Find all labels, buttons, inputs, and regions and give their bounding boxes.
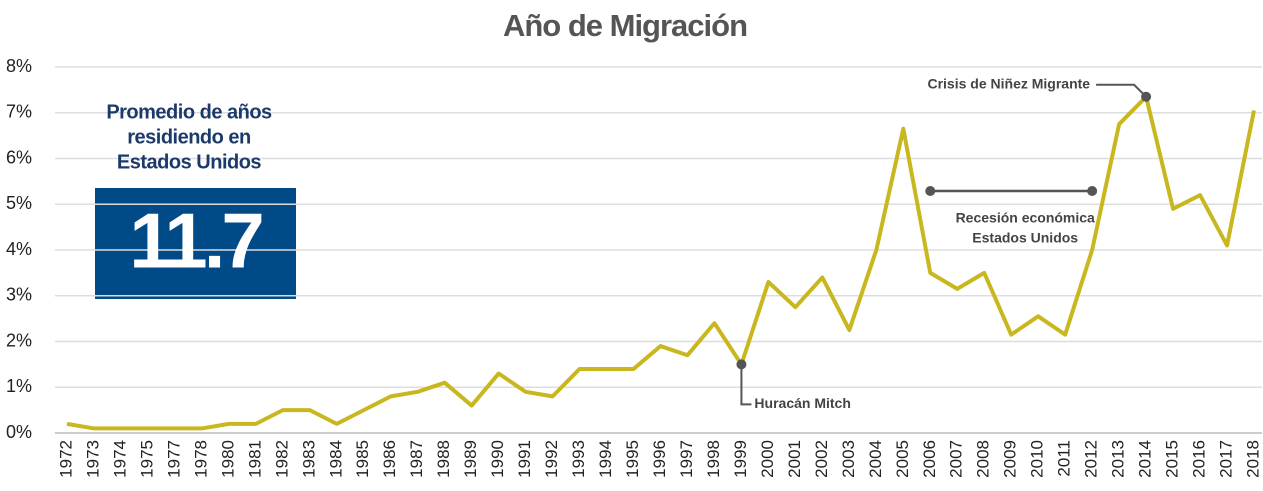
summary-box [95,188,296,299]
x-tick-label: 2010 [1028,440,1047,478]
x-tick-label: 1994 [596,440,615,478]
x-tick-label: 2007 [947,440,966,478]
x-tick-label: 1985 [353,440,372,478]
x-tick-label: 1974 [110,440,129,478]
x-tick-label: 2013 [1109,440,1128,478]
annotation-text: Huracán Mitch [754,395,850,411]
x-tick-label: 2016 [1190,440,1209,478]
leader-line [740,364,752,406]
x-tick-label: 1984 [326,440,345,478]
data-line [66,94,1256,431]
y-tick-label: 7% [6,102,32,122]
x-tick-label: 1993 [569,440,588,478]
x-tick-label: 1980 [218,440,237,478]
x-tick-label: 2017 [1217,440,1236,478]
x-tick-label: 1986 [380,440,399,478]
x-tick-label: 2014 [1136,440,1155,478]
x-tick-label: 1972 [56,440,75,478]
x-tick-label: 2009 [1001,440,1020,478]
annotation-point [1141,91,1152,102]
y-tick-label: 8% [6,56,32,76]
x-tick-label: 2018 [1243,440,1262,478]
x-tick-label: 2008 [974,440,993,478]
x-tick-label: 1987 [407,440,426,478]
annotation-text: Crisis de Niñez Migrante [927,75,1090,91]
x-tick-label: 2011 [1055,440,1074,477]
x-tick-label: 2001 [785,440,804,478]
y-tick-label: 6% [6,147,32,167]
x-tick-label: 1991 [515,440,534,478]
x-tick-label: 2002 [812,440,831,478]
x-tick-label: 1997 [677,440,696,478]
y-tick-label: 3% [6,285,32,305]
chart-title: Año de Migración [503,8,747,43]
x-tick-label: 2006 [920,440,939,478]
y-tick-label: 0% [6,422,32,442]
x-tick-label: 2004 [866,440,885,478]
x-tick-label: 1998 [704,440,723,478]
annotation-text: Recesión económica [956,210,1095,226]
x-tick-label: 2015 [1163,440,1182,478]
summary-text: Promedio de años [106,101,272,123]
leader-line [1096,83,1147,98]
x-tick-label: 1992 [542,440,561,478]
x-tick-label: 1996 [650,440,669,478]
x-tick-label: 1983 [299,440,318,478]
x-tick-label: 2000 [758,440,777,478]
summary-text: Estados Unidos [117,151,262,173]
x-tick-label: 2003 [839,440,858,478]
y-tick-label: 5% [6,193,32,213]
annotation-point [736,359,747,370]
summary-text: residiendo en [127,126,251,148]
x-tick-label: 1990 [488,440,507,478]
x-tick-label: 1977 [164,440,183,478]
x-tick-label: 1995 [623,440,642,478]
range-end [1087,186,1098,196]
annotation-text: Estados Unidos [972,230,1078,246]
x-tick-label: 1999 [731,440,750,478]
x-tick-label: 1981 [245,440,264,478]
x-tick-label: 1975 [137,440,156,478]
x-tick-label: 2005 [893,440,912,478]
range-end [925,186,936,196]
y-tick-label: 1% [6,376,32,396]
x-tick-label: 2012 [1082,440,1101,478]
x-tick-label: 1973 [83,440,102,478]
summary-value: 11.7 [129,197,261,285]
x-tick-label: 1978 [191,440,210,478]
y-tick-label: 4% [6,239,32,259]
y-tick-label: 2% [6,330,32,350]
x-tick-label: 1989 [461,440,480,478]
x-tick-label: 1988 [434,440,453,478]
x-tick-label: 1982 [272,440,291,478]
